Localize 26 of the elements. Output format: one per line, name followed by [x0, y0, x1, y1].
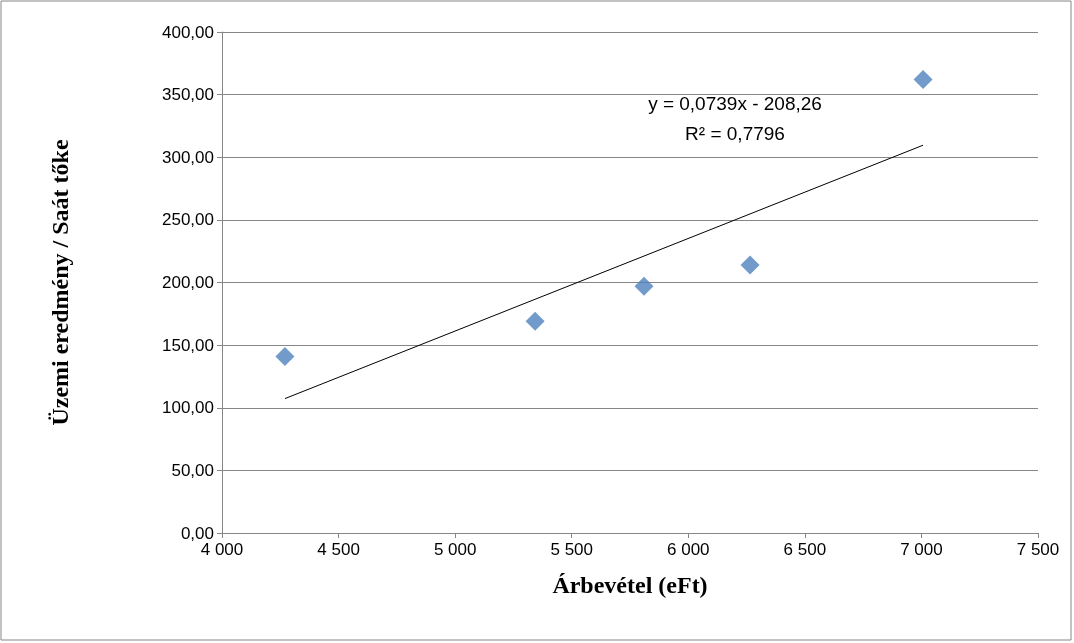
x-tick-label: 7 000 [900, 540, 943, 559]
y-tick-label: 50,00 [171, 460, 214, 480]
x-tick-label: 6 000 [667, 540, 710, 559]
y-tick-label: 100,00 [162, 398, 214, 418]
point [275, 346, 295, 366]
point [740, 255, 760, 275]
y-tick-label: 0,00 [180, 523, 214, 543]
x-tick-label: 5 000 [433, 540, 477, 559]
annotation: y = 0,0739x - 208,26 [648, 93, 822, 114]
x-tick-label: 5 500 [550, 540, 593, 559]
point [634, 276, 654, 296]
x-tick-label: 4 000 [200, 540, 244, 559]
y-tick-label: 400,00 [162, 22, 214, 42]
y-tick-label: 300,00 [162, 147, 214, 167]
point [525, 311, 545, 331]
x-tick-label: 7 500 [1016, 540, 1060, 559]
annotation: R² = 0,7796 [685, 123, 785, 144]
point [913, 70, 933, 90]
y-tick-label: 150,00 [162, 335, 214, 355]
x-tick-label: 6 500 [783, 540, 827, 559]
y-tick-label: 350,00 [162, 85, 214, 105]
y-tick-label: 250,00 [162, 210, 214, 230]
x-tick-label: 4 500 [317, 540, 360, 559]
y-axis-title: Üzemi eredmény / Saát tőke [47, 139, 73, 426]
y-tick-label: 200,00 [162, 273, 214, 292]
x-axis-title: Árbevétel (eFt) [552, 572, 708, 598]
